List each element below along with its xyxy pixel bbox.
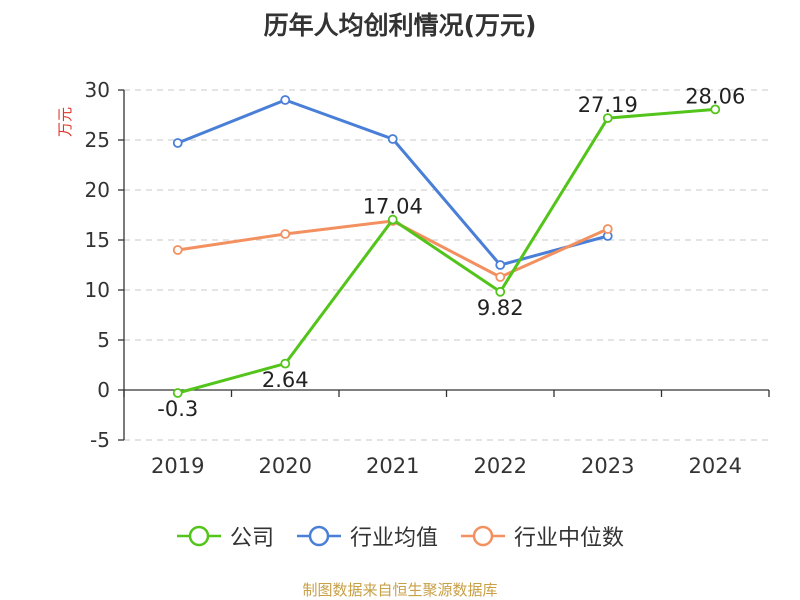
legend-item-company[interactable]: 公司 bbox=[176, 520, 274, 552]
data-label: 2.64 bbox=[262, 368, 309, 392]
data-point bbox=[495, 272, 506, 282]
data-point bbox=[280, 95, 291, 105]
data-point bbox=[602, 224, 613, 234]
y-tick-label: 25 bbox=[85, 128, 110, 152]
data-point bbox=[172, 245, 183, 255]
chart-title: 历年人均创利情况(万元) bbox=[263, 11, 537, 40]
y-tick-label: -5 bbox=[90, 428, 110, 452]
x-tick-label: 2022 bbox=[474, 454, 527, 478]
data-point bbox=[495, 260, 506, 270]
data-point bbox=[172, 138, 183, 148]
legend-swatch-industry-median bbox=[461, 525, 505, 547]
legend-swatch-company bbox=[176, 525, 221, 547]
data-label: 9.82 bbox=[477, 296, 524, 320]
source-note: 制图数据来自恒生聚源数据库 bbox=[302, 581, 498, 599]
data-point bbox=[280, 358, 291, 369]
data-point bbox=[387, 214, 398, 225]
y-tick-label: 15 bbox=[85, 228, 110, 252]
data-label: -0.3 bbox=[157, 397, 198, 421]
legend-label-company: 公司 bbox=[229, 526, 274, 551]
legend-item-industry-median[interactable]: 行业中位数 bbox=[460, 520, 624, 552]
data-point bbox=[710, 104, 721, 115]
y-tick-label: 0 bbox=[97, 378, 110, 402]
legend-label-industry-median: 行业中位数 bbox=[514, 526, 625, 551]
x-tick-label: 2019 bbox=[151, 454, 204, 478]
x-tick-label: 2023 bbox=[581, 454, 634, 478]
data-point bbox=[602, 113, 613, 123]
legend-swatch-industry-mean bbox=[296, 525, 341, 547]
legend-item-industry-mean[interactable]: 行业均值 bbox=[296, 520, 438, 552]
x-tick-label: 2020 bbox=[259, 454, 312, 478]
x-tick-label: 2021 bbox=[366, 454, 419, 478]
y-tick-label: 30 bbox=[85, 78, 110, 102]
data-point bbox=[495, 286, 506, 297]
series-line bbox=[177, 219, 609, 279]
legend-label-industry-mean: 行业均值 bbox=[349, 526, 438, 551]
data-label: 28.06 bbox=[685, 84, 745, 108]
y-axis-label: 万元 bbox=[56, 107, 74, 137]
data-point bbox=[172, 388, 183, 398]
data-label: 17.04 bbox=[363, 195, 423, 219]
y-tick-label: 5 bbox=[97, 328, 110, 352]
data-point bbox=[280, 229, 291, 239]
y-tick-label: 20 bbox=[85, 178, 110, 202]
data-label: 27.19 bbox=[578, 93, 638, 117]
y-tick-label: 10 bbox=[85, 278, 110, 302]
series-line bbox=[177, 107, 716, 395]
x-tick-label: 2024 bbox=[689, 454, 742, 478]
legend: 公司 行业均值 行业中位数 bbox=[0, 520, 800, 552]
data-point bbox=[387, 134, 398, 144]
